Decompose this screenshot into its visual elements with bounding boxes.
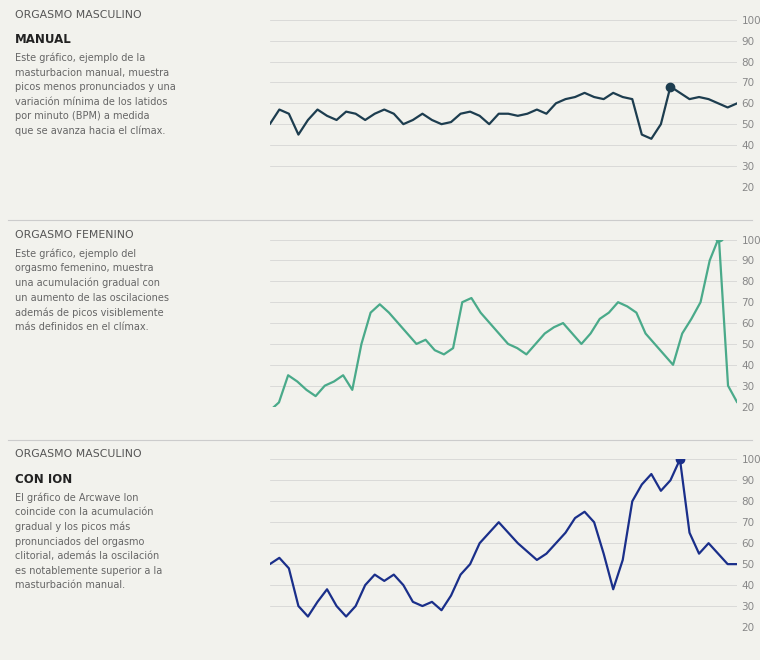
- Text: ORGASMO MASCULINO: ORGASMO MASCULINO: [15, 10, 142, 20]
- Text: MANUAL: MANUAL: [15, 33, 72, 46]
- Text: El gráfico de Arcwave Ion
coincide con la acumulación
gradual y los picos más
pr: El gráfico de Arcwave Ion coincide con l…: [15, 492, 163, 590]
- Text: ORGASMO FEMENINO: ORGASMO FEMENINO: [15, 230, 134, 240]
- Text: CON ION: CON ION: [15, 473, 72, 486]
- Text: Este gráfico, ejemplo de la
masturbacion manual, muestra
picos menos pronunciado: Este gráfico, ejemplo de la masturbacion…: [15, 53, 176, 136]
- Text: ORGASMO MASCULINO: ORGASMO MASCULINO: [15, 449, 142, 459]
- Text: Este gráfico, ejemplo del
orgasmo femenino, muestra
una acumulación gradual con
: Este gráfico, ejemplo del orgasmo femeni…: [15, 248, 169, 332]
